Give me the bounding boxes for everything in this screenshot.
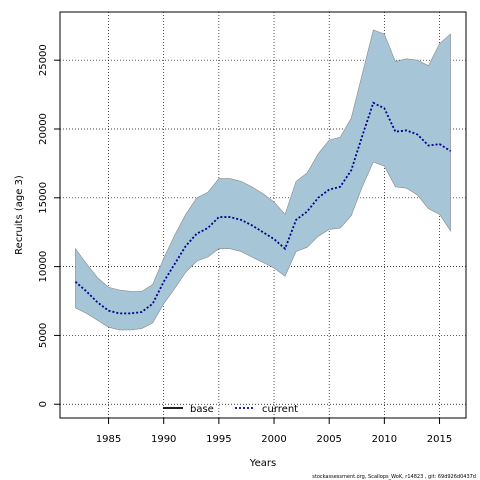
confidence-band — [75, 29, 451, 331]
footnote: stockassessment.org, Scallops_WoK, r1482… — [312, 474, 476, 480]
y-axis: 0 5000 10000 15000 20000 25000 — [38, 44, 60, 407]
x-tick-label-1: 1990 — [151, 434, 176, 445]
plot-frame — [59, 11, 467, 419]
x-tick-label-4: 2005 — [316, 434, 341, 445]
x-axis-title: Years — [249, 458, 276, 469]
y-tick-label-1: 5000 — [38, 323, 49, 348]
y-axis-title: Recruits (age 3) — [14, 175, 25, 255]
y-tick-label-3: 15000 — [38, 182, 49, 214]
legend-label-base: base — [190, 404, 214, 415]
x-axis: 1985 1990 1995 2000 2005 2010 2015 — [96, 418, 452, 445]
y-tick-label-5: 25000 — [38, 44, 49, 76]
current-series-line — [74, 101, 452, 315]
x-tick-label-0: 1985 — [96, 434, 121, 445]
x-tick-label-3: 2000 — [261, 434, 286, 445]
y-tick-label-2: 10000 — [38, 251, 49, 283]
x-tick-label-2: 1995 — [206, 434, 231, 445]
legend: base current — [163, 404, 298, 415]
y-tick-label-0: 0 — [38, 401, 49, 407]
x-tick-label-6: 2015 — [427, 434, 452, 445]
legend-label-current: current — [262, 404, 298, 415]
x-tick-label-5: 2010 — [372, 434, 397, 445]
y-tick-label-4: 20000 — [38, 113, 49, 145]
